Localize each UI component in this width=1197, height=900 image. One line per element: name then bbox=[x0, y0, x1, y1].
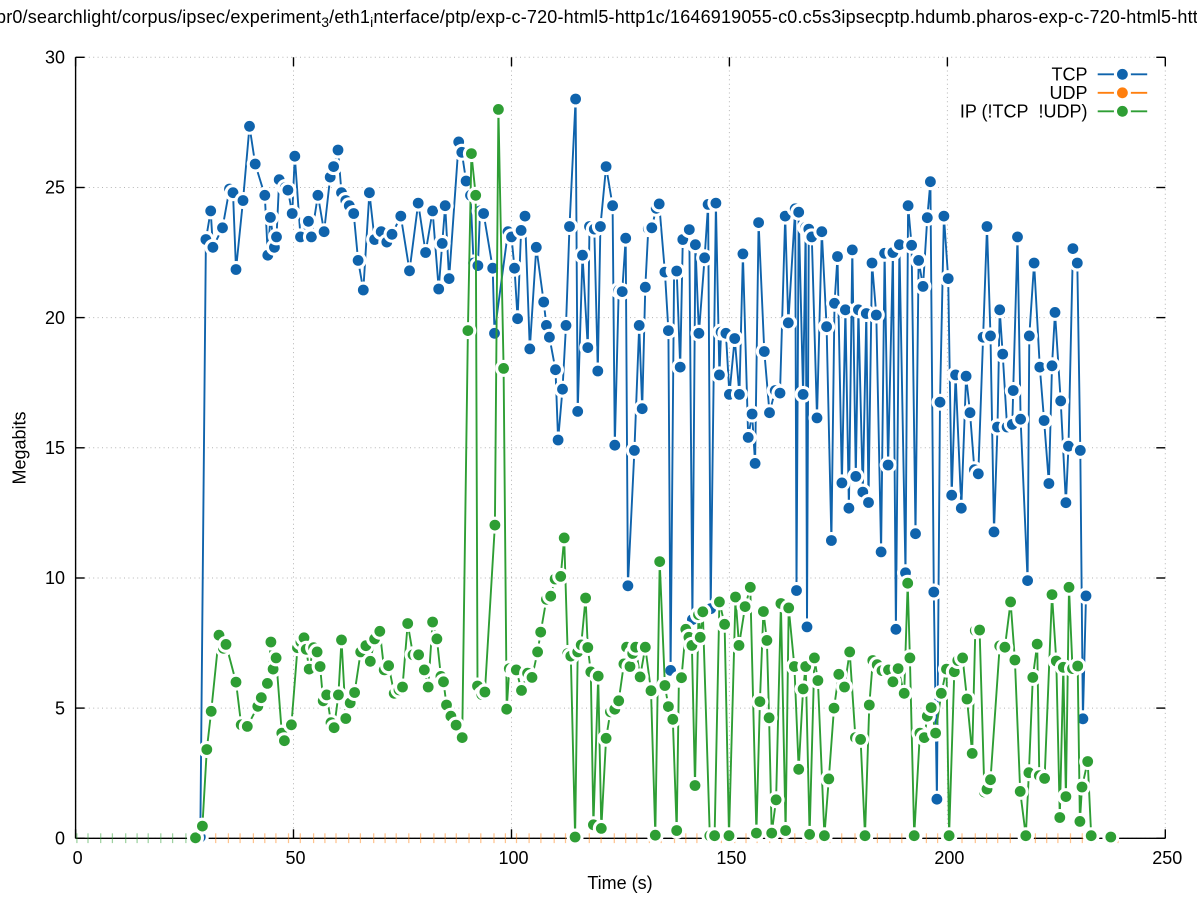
svg-text:25: 25 bbox=[45, 178, 65, 198]
svg-text:5: 5 bbox=[55, 698, 65, 718]
svg-text:0: 0 bbox=[55, 829, 65, 849]
svg-text:15: 15 bbox=[45, 438, 65, 458]
svg-text:0: 0 bbox=[73, 848, 83, 868]
svg-text:150: 150 bbox=[716, 848, 746, 868]
svg-text:TCP: TCP bbox=[1052, 65, 1088, 85]
svg-text:IP (!TCP !UDP): IP (!TCP !UDP) bbox=[960, 102, 1088, 122]
svg-text:20: 20 bbox=[45, 308, 65, 328]
svg-text:200: 200 bbox=[934, 848, 964, 868]
svg-text:250: 250 bbox=[1152, 848, 1182, 868]
svg-text:100: 100 bbox=[498, 848, 528, 868]
svg-text:UDP: UDP bbox=[1049, 83, 1087, 103]
svg-text:br0/searchlight/corpus/ipsec/e: br0/searchlight/corpus/ipsec/experiment3… bbox=[0, 7, 1197, 30]
svg-text:Megabits: Megabits bbox=[10, 411, 30, 484]
svg-text:50: 50 bbox=[285, 848, 305, 868]
svg-text:Time (s): Time (s) bbox=[587, 873, 652, 893]
svg-text:30: 30 bbox=[45, 48, 65, 68]
svg-text:10: 10 bbox=[45, 568, 65, 588]
